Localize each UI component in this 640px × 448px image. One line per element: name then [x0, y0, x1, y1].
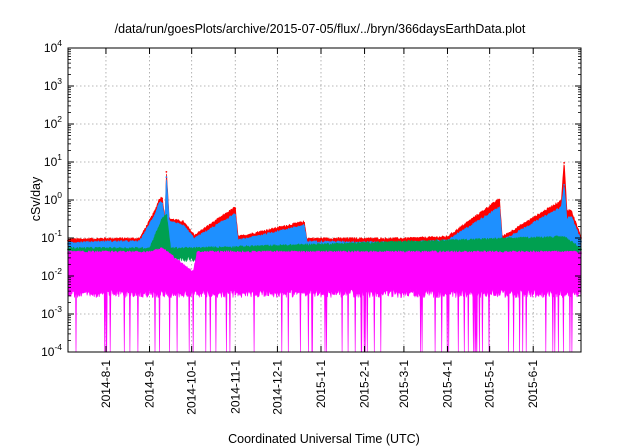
x-tick-label: 2015-1-1 — [314, 360, 328, 408]
y-tick-label: 104 — [44, 38, 62, 55]
y-tick-label: 10-1 — [41, 228, 62, 245]
series-blue-point — [193, 238, 196, 241]
series-magenta-point — [161, 248, 164, 251]
plot-frame — [67, 47, 582, 353]
series-blue-point — [234, 214, 237, 217]
series-blue-point — [570, 216, 573, 219]
series-magenta-point — [148, 252, 151, 255]
x-axis-label: Coordinated Universal Time (UTC) — [228, 432, 420, 446]
series-red-point — [182, 221, 185, 224]
x-tick-label: 2015-6-1 — [526, 360, 540, 408]
series-blue-point — [105, 241, 107, 244]
y-tick-label: 102 — [44, 114, 62, 131]
series-blue-point — [168, 221, 171, 224]
series-blue-point — [563, 183, 566, 186]
x-tick-label: 2014-10-1 — [185, 360, 199, 415]
series-red-point — [303, 221, 306, 224]
y-tick-label: 103 — [44, 76, 62, 93]
x-tick-label: 2014-8-1 — [99, 360, 113, 408]
x-tick-label: 2014-11-1 — [228, 360, 242, 414]
series-red-point — [165, 170, 168, 173]
x-tick-label: 2015-4-1 — [440, 360, 454, 408]
series-blue-point — [138, 241, 141, 244]
data-layer — [67, 161, 582, 352]
series-blue-point — [498, 207, 501, 210]
series-blue-point — [237, 240, 239, 243]
series-red-point — [158, 199, 161, 201]
series-blue-point — [566, 218, 568, 221]
axes: 10-4 10-3 10-2 10-1 100 101 102 103 104 2014-8-1 2… — [41, 38, 582, 415]
x-tick-label: 2015-5-1 — [483, 360, 497, 408]
series-blue-point — [303, 225, 306, 228]
y-tick-label: 101 — [44, 152, 62, 169]
y-tick-label: 10-2 — [41, 266, 62, 283]
series-blue-point — [306, 241, 308, 244]
series-green-point — [192, 248, 194, 251]
series-blue-point — [154, 214, 157, 217]
series-red-point — [234, 207, 237, 210]
series-red-point — [154, 210, 157, 213]
x-tick-label: 2015-3-1 — [397, 360, 411, 408]
y-tick-label: 100 — [44, 190, 62, 207]
x-tick-label: 2014-12-1 — [270, 360, 284, 415]
series-green-point — [563, 237, 566, 239]
series-red-point — [498, 199, 501, 201]
y-tick-label: 10-3 — [41, 304, 62, 321]
y-axis-label: cSv/day — [29, 176, 43, 221]
series-green-point — [165, 214, 168, 217]
series-green-point — [169, 248, 172, 251]
series-green-point — [161, 218, 164, 221]
x-tick-label: 2015-2-1 — [358, 360, 372, 408]
series-red-point — [161, 197, 164, 200]
series-blue-point — [165, 176, 168, 179]
series-magenta — [67, 247, 582, 352]
series-magenta-point — [192, 272, 194, 274]
series-blue-point — [182, 225, 185, 228]
series-green-point — [148, 248, 151, 251]
series-blue-point — [161, 202, 164, 205]
series-red-point — [105, 238, 107, 241]
chart-title: /data/run/goesPlots/archive/2015-07-05/f… — [115, 22, 526, 36]
y-tick-label: 10-4 — [41, 342, 62, 359]
series-red-point — [403, 238, 405, 241]
series-red-point — [563, 161, 566, 164]
series-red-point — [570, 210, 573, 213]
series-magenta-point — [196, 252, 199, 255]
series-red-point — [193, 235, 196, 238]
x-tick-label: 2014-9-1 — [143, 360, 157, 408]
series-red-point — [446, 237, 449, 239]
series-blue-point — [560, 207, 563, 210]
series-blue-point — [158, 202, 161, 205]
